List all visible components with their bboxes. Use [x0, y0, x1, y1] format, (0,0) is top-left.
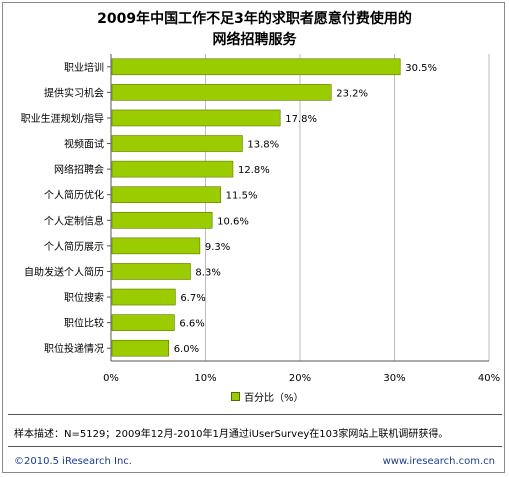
category-label: 网络招聘会 — [54, 163, 104, 176]
x-tick-label: 0% — [103, 373, 119, 384]
chart-frame — [2, 2, 505, 473]
bar — [111, 84, 332, 101]
data-label: 6.7% — [180, 293, 205, 304]
bar — [111, 339, 170, 357]
x-tick-label: 40% — [478, 373, 500, 384]
category-label: 视频面试 — [64, 138, 104, 151]
bar — [111, 237, 201, 255]
bar — [111, 211, 213, 229]
data-label: 23.2% — [336, 88, 368, 99]
legend-label: 百分比（%） — [244, 393, 304, 404]
category-label: 职位搜索 — [64, 291, 104, 304]
x-tick-label: 20% — [289, 373, 311, 384]
bar — [111, 263, 191, 280]
category-label: 提供实习机会 — [44, 86, 104, 99]
data-label: 12.8% — [238, 165, 270, 176]
bar — [111, 58, 401, 76]
category-label: 个人简历优化 — [44, 189, 104, 202]
data-label: 6.0% — [174, 344, 199, 355]
bar — [111, 288, 176, 306]
data-label: 30.5% — [405, 63, 437, 74]
bar — [111, 109, 281, 127]
data-label: 13.8% — [247, 140, 279, 151]
data-label: 11.5% — [226, 191, 258, 202]
bar — [111, 135, 243, 152]
category-label: 职业生涯规划/指导 — [21, 112, 104, 125]
legend: 百分比（%） — [231, 389, 304, 404]
data-label: 6.6% — [179, 319, 204, 330]
category-label: 职业培训 — [64, 61, 104, 74]
data-label: 17.8% — [285, 114, 317, 125]
chart-title-line2: 网络招聘服务 — [212, 32, 297, 48]
footer-url: www.iresearch.com.cn — [382, 456, 495, 467]
legend-swatch — [231, 392, 240, 401]
category-label: 职位比较 — [64, 317, 104, 330]
bar — [111, 314, 175, 331]
category-label: 职位投递情况 — [44, 342, 104, 355]
bar — [111, 186, 221, 204]
category-label: 自助发送个人简历 — [24, 265, 104, 278]
x-tick-label: 10% — [194, 373, 216, 384]
data-label: 10.6% — [217, 216, 249, 227]
footer-copyright: ©2010.5 iResearch Inc. — [14, 456, 132, 467]
data-label: 8.3% — [195, 267, 220, 278]
divider — [8, 414, 502, 415]
category-label: 个人定制信息 — [44, 214, 104, 227]
data-label: 9.3% — [205, 242, 230, 253]
x-tick-label: 30% — [383, 373, 405, 384]
sample-note: 样本描述：N=5129；2009年12月-2010年1月通过iUserSurve… — [14, 429, 449, 440]
divider — [8, 446, 502, 447]
bar — [111, 160, 234, 178]
category-label: 个人简历展示 — [44, 240, 104, 253]
chart-title-line1: 2009年中国工作不足3年的求职者愿意付费使用的 — [97, 11, 412, 27]
